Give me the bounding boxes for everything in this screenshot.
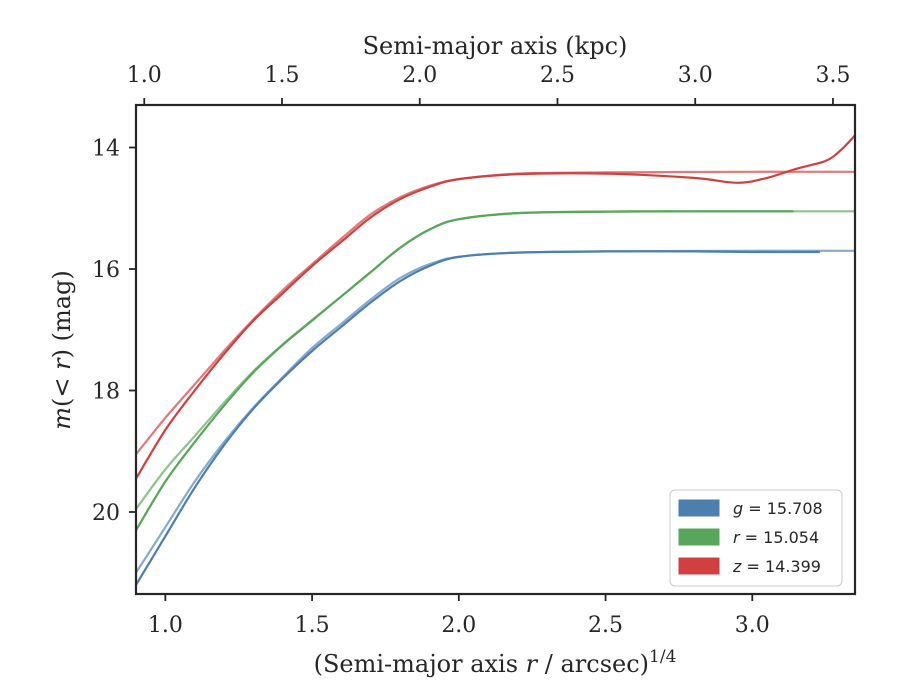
x-tick-label: 2.5	[588, 613, 623, 638]
x-tick-label: 1.5	[295, 613, 330, 638]
x-axis-title: (Semi-major axis r / arcsec)1/4	[314, 647, 677, 678]
y-tick-label: 20	[92, 501, 120, 526]
series-z-profile-line	[135, 134, 856, 480]
top-x-tick-label: 2.5	[540, 63, 575, 88]
top-x-axis: 1.0 1.5 2.0 2.5 3.0 3.5	[127, 63, 850, 105]
top-x-tick-label: 3.0	[678, 63, 713, 88]
top-x-tick-label: 1.0	[127, 63, 162, 88]
y-tick-label: 14	[92, 137, 120, 162]
x-tick-label: 1.0	[148, 613, 183, 638]
top-x-axis-title: Semi-major axis (kpc)	[363, 32, 628, 60]
legend: g = 15.708 r = 15.054 z = 14.399	[669, 489, 843, 587]
bottom-x-axis: 1.0 1.5 2.0 2.5 3.0	[148, 594, 770, 638]
series-g-profile-line	[135, 250, 820, 586]
series-r-model-line	[135, 210, 855, 510]
y-axis: 14 16 18 20	[92, 137, 136, 526]
top-x-tick-label: 2.0	[402, 63, 437, 88]
legend-items: g = 15.708 r = 15.054 z = 14.399	[678, 499, 823, 576]
plot-area-frame	[134, 103, 857, 596]
y-axis-title: m(< r) (mag)	[48, 270, 76, 430]
legend-label-r: r = 15.054	[733, 528, 819, 547]
x-tick-label: 3.0	[735, 613, 770, 638]
top-x-tick-label: 1.5	[265, 63, 300, 88]
y-tick-label: 18	[92, 380, 120, 405]
legend-swatch-z	[678, 557, 720, 575]
series-z-model-line	[135, 170, 856, 455]
legend-label-z: z = 14.399	[732, 557, 821, 576]
top-x-tick-label: 3.5	[815, 63, 850, 88]
y-tick-label: 16	[92, 258, 120, 283]
legend-label-g: g = 15.708	[733, 499, 823, 518]
series-layer	[135, 134, 856, 586]
x-tick-label: 2.0	[441, 613, 476, 638]
legend-swatch-g	[678, 499, 720, 517]
legend-swatch-r	[678, 528, 720, 546]
series-r-profile-line	[135, 210, 794, 531]
